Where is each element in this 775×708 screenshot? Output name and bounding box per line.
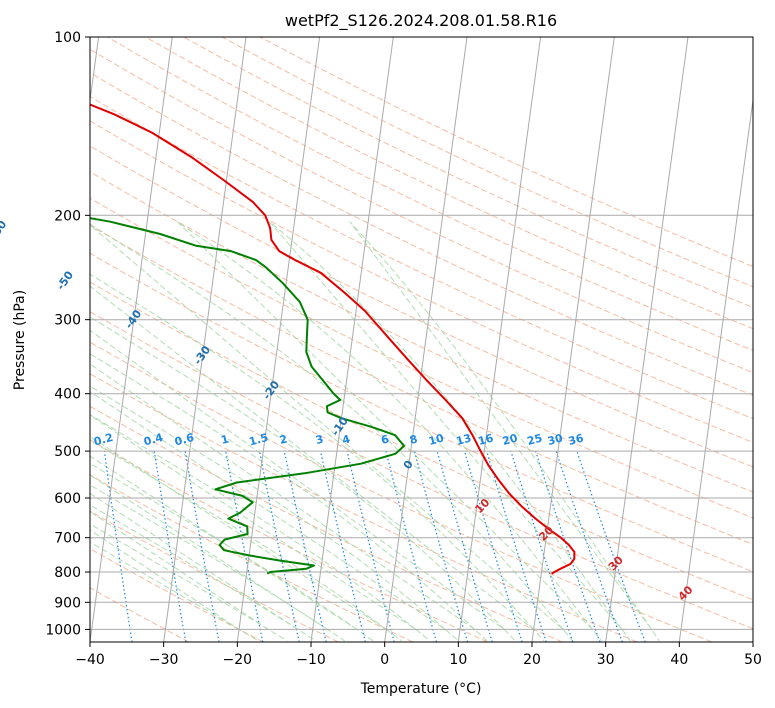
moist-adiabat-line bbox=[90, 511, 288, 642]
dry-adiabat-line bbox=[90, 474, 414, 642]
x-tick-label: 30 bbox=[597, 652, 615, 668]
isotherm-line bbox=[236, 37, 321, 642]
dry-adiabat-line bbox=[90, 197, 753, 519]
moist-adiabat-line bbox=[90, 455, 374, 642]
y-tick-label: 700 bbox=[54, 531, 81, 547]
mixing-ratio-label: 10 bbox=[427, 431, 445, 448]
y-tick-label: 900 bbox=[54, 595, 81, 611]
y-axis-label: Pressure (hPa) bbox=[12, 290, 28, 390]
mixing-ratio-label: 2 bbox=[278, 432, 289, 447]
background-lines bbox=[90, 37, 753, 642]
moist-adiabat-line bbox=[349, 221, 660, 642]
x-tick-label: −40 bbox=[75, 652, 105, 668]
plot-frame bbox=[89, 36, 754, 643]
y-tick-label: 1000 bbox=[45, 622, 81, 638]
isotherm-line bbox=[310, 37, 394, 642]
dry-adiabat-line bbox=[90, 72, 753, 396]
mixing-ratio-line bbox=[486, 450, 547, 642]
isotherm-line bbox=[457, 37, 542, 642]
moist-adiabat-line bbox=[90, 435, 402, 642]
mixing-ratio-line bbox=[283, 450, 327, 642]
x-tick-label: 40 bbox=[670, 652, 688, 668]
dry-adiabat-line bbox=[90, 224, 753, 546]
moist-adiabat-line bbox=[90, 353, 488, 642]
mixing-ratio-label: 25 bbox=[526, 431, 544, 448]
axes: −40 −30 −20 −10 0 10 20 30 40 5010020030040050060… bbox=[45, 30, 762, 668]
mixing-ratio-label: 30 bbox=[546, 431, 564, 448]
isotherm-line bbox=[678, 96, 753, 642]
profile-series bbox=[90, 103, 576, 575]
mixing-ratio-line bbox=[319, 450, 366, 642]
y-tick-label: 400 bbox=[54, 387, 81, 403]
mixing-ratio-label: 0.6 bbox=[173, 431, 196, 449]
y-tick-label: 200 bbox=[54, 208, 81, 224]
x-tick-label: 10 bbox=[449, 652, 467, 668]
mixing-ratio-line bbox=[184, 451, 220, 642]
mixing-ratio-line bbox=[385, 450, 437, 642]
dry-adiabat-line bbox=[90, 171, 753, 493]
isotherm-label: -60 bbox=[0, 218, 10, 242]
x-tick-label: −10 bbox=[296, 652, 326, 668]
mixing-ratio-line bbox=[535, 450, 601, 642]
moist-adiabat-line bbox=[90, 223, 573, 642]
dewpoint-line bbox=[90, 217, 405, 575]
moist-adiabat-line bbox=[90, 492, 317, 642]
y-tick-label: 600 bbox=[54, 491, 81, 507]
isotherm-line bbox=[384, 37, 468, 642]
y-tick-label: 100 bbox=[54, 30, 81, 46]
dry-adiabat-line bbox=[221, 37, 753, 288]
mixing-ratio-label: 13 bbox=[455, 431, 473, 448]
x-tick-label: −20 bbox=[223, 652, 253, 668]
mixing-ratio-label: 6 bbox=[380, 432, 391, 447]
moist-adiabat-line bbox=[90, 273, 545, 642]
dry-adiabat-line bbox=[90, 281, 753, 601]
dry-adiabat-line bbox=[90, 48, 753, 374]
x-tick-label: −30 bbox=[149, 652, 179, 668]
y-tick-label: 300 bbox=[54, 313, 81, 329]
dry-adiabat-line bbox=[90, 311, 753, 630]
mixing-ratio-line bbox=[413, 450, 469, 642]
mixing-ratio-line bbox=[510, 450, 574, 642]
isotherm-line bbox=[163, 37, 247, 642]
mixing-ratio-label: 1.5 bbox=[247, 431, 269, 449]
mixing-ratio-label: 1 bbox=[220, 432, 231, 447]
mixing-ratio-label: 0.4 bbox=[142, 431, 165, 449]
dry-adiabat-line bbox=[90, 373, 638, 642]
mixing-ratio-line bbox=[436, 450, 493, 642]
mixing-ratio-line bbox=[225, 450, 264, 642]
mixing-ratio-line bbox=[464, 450, 523, 642]
isotherm-line bbox=[531, 37, 615, 642]
moist-adiabat-line bbox=[269, 221, 631, 642]
x-axis-label: Temperature (°C) bbox=[360, 681, 482, 697]
mixing-ratio-line bbox=[153, 451, 187, 642]
mixing-ratio-label: 8 bbox=[408, 432, 419, 447]
isotherm-line bbox=[605, 37, 689, 642]
dry-adiabat-line bbox=[107, 37, 753, 351]
dry-adiabat-line bbox=[183, 37, 753, 309]
mixing-ratio-line bbox=[258, 450, 300, 642]
x-tick-label: 0 bbox=[380, 652, 389, 668]
mixing-ratio-label: 4 bbox=[341, 432, 352, 447]
mixing-ratio-label: 3 bbox=[314, 432, 325, 447]
mixing-ratio-label: 36 bbox=[567, 431, 585, 448]
x-tick-label: 20 bbox=[523, 652, 541, 668]
moist-adiabat-line bbox=[90, 414, 431, 642]
chart-title: wetPf2_S126.2024.208.01.58.R16 bbox=[285, 11, 557, 31]
dry-adiabat-line bbox=[90, 120, 753, 444]
mixing-ratio-label: 0.2 bbox=[92, 431, 114, 449]
mixing-ratio-line bbox=[103, 451, 133, 642]
x-tick-label: 50 bbox=[744, 652, 762, 668]
dry-adiabat-line bbox=[90, 341, 712, 642]
moist-adiabat-line bbox=[90, 474, 345, 642]
mixing-ratio-line bbox=[346, 450, 395, 642]
y-tick-label: 500 bbox=[54, 444, 81, 460]
moist-adiabat-line bbox=[90, 529, 259, 642]
mixing-ratio-label: 16 bbox=[477, 431, 495, 448]
mixing-ratio-label: 20 bbox=[501, 431, 519, 448]
temperature-line bbox=[90, 103, 576, 575]
moist-adiabat-line bbox=[90, 385, 459, 642]
y-tick-label: 800 bbox=[54, 565, 81, 581]
dry-adiabat-line bbox=[90, 510, 339, 642]
